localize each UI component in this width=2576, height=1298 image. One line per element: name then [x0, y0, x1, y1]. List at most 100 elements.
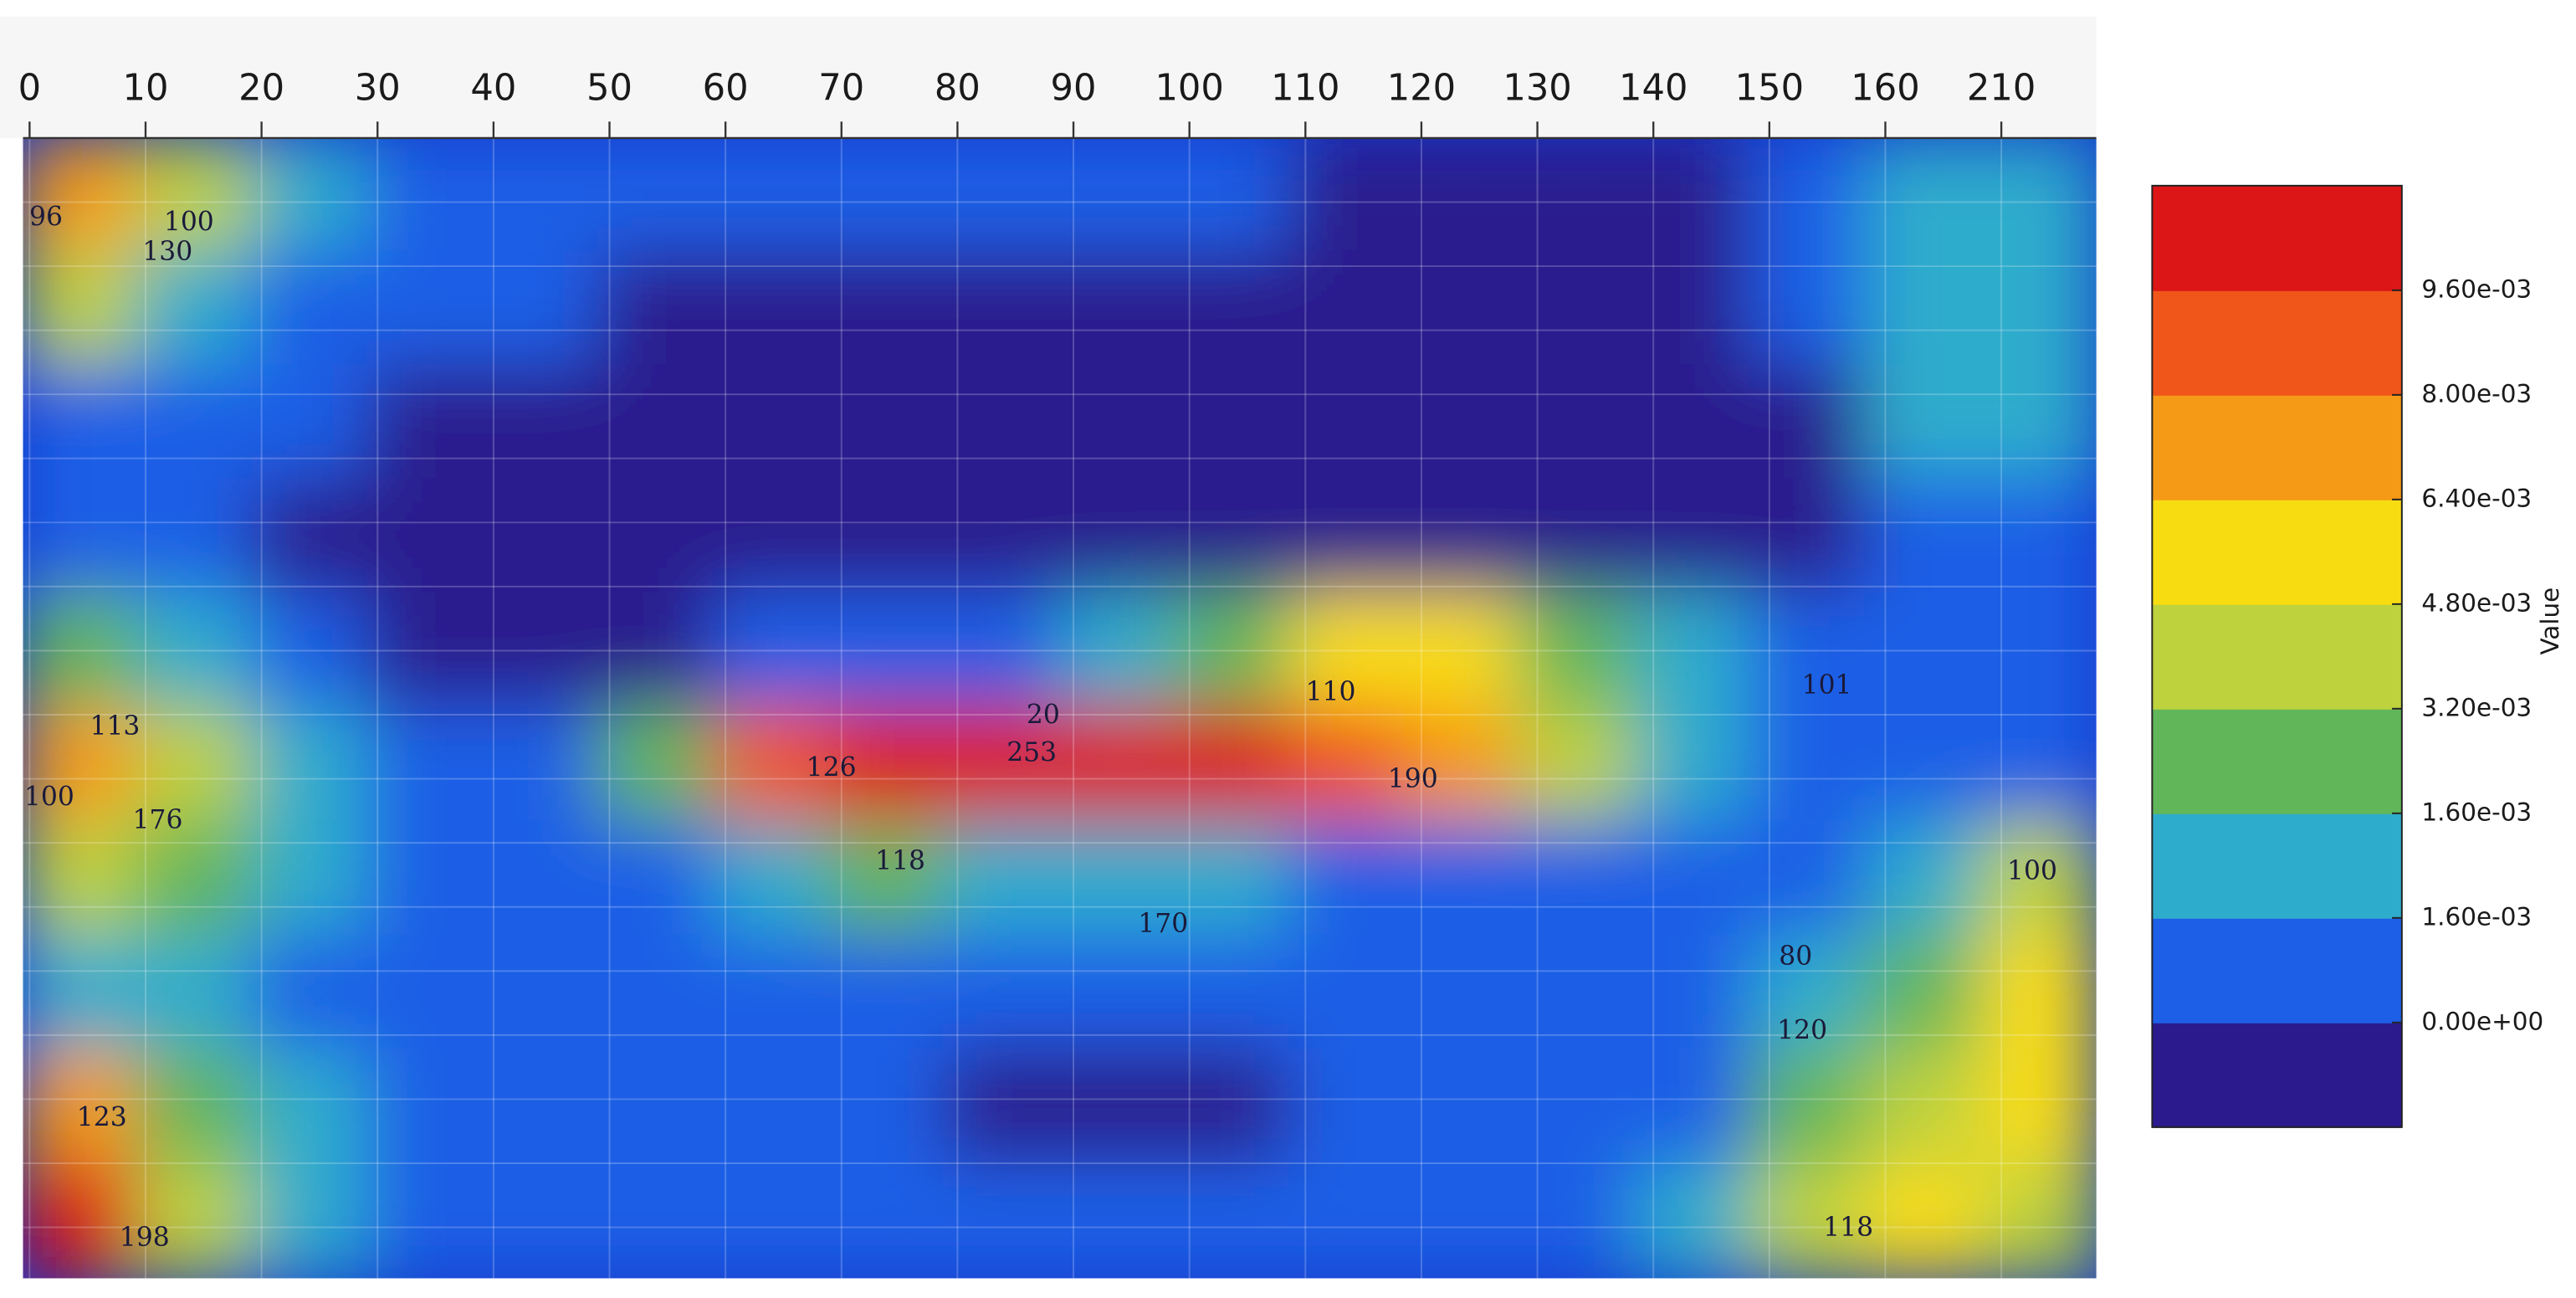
field-cell [1979, 820, 2097, 938]
colorbar-tick-label: 1.60e-03 [2421, 902, 2532, 931]
field-cell [482, 592, 601, 711]
x-tick-label: 110 [1271, 67, 1339, 109]
field-cell [1749, 1048, 1868, 1167]
field-cell [1058, 250, 1177, 368]
field-cell [942, 137, 1062, 254]
x-tick-label: 140 [1619, 67, 1687, 109]
field-cell [1288, 1162, 1407, 1279]
colorbar-band [2152, 394, 2402, 500]
field-cell [942, 250, 1062, 368]
field-cell [1058, 706, 1177, 824]
field-cell [827, 250, 946, 368]
colorbar-tick-label: 4.80e-03 [2421, 588, 2532, 617]
field-cell [136, 137, 255, 254]
field-cell [251, 592, 371, 711]
field-cell [827, 1048, 946, 1167]
field-cell [1058, 934, 1177, 1052]
colorbar-tick-label: 8.00e-03 [2421, 379, 2532, 408]
field-cell [1288, 934, 1407, 1052]
field-cell [1518, 1162, 1637, 1279]
contour-label: 176 [133, 805, 183, 835]
field-cell [1403, 820, 1523, 938]
x-tick-label: 210 [1967, 67, 2036, 109]
field-cell [366, 934, 486, 1052]
field-cell [1403, 592, 1523, 711]
field-cell [1979, 250, 2097, 368]
field-cell [1633, 706, 1753, 824]
colorbar-tick-label: 3.20e-03 [2421, 693, 2532, 721]
field-cell [1403, 934, 1523, 1052]
field-cell [1864, 706, 1983, 824]
contour-label: 110 [1306, 677, 1356, 707]
field-cell [482, 137, 601, 254]
field-cell [597, 934, 716, 1052]
colorbar-band [2152, 1022, 2402, 1128]
field-cell [1864, 250, 1983, 368]
field-cell [482, 1162, 601, 1279]
field-cell [366, 1162, 486, 1279]
field-cell [597, 478, 716, 596]
field-cell [1979, 1162, 2097, 1279]
field-cell [827, 137, 946, 254]
field-cell [1979, 592, 2097, 711]
field-cell [366, 1048, 486, 1167]
field-cell [712, 478, 832, 596]
field-cell [136, 250, 255, 368]
field-cell [712, 706, 832, 824]
field-cell [482, 364, 601, 482]
field-cells [23, 137, 2097, 1279]
field-cell [1518, 820, 1637, 938]
field-cell [1058, 1162, 1177, 1279]
field-cell [1173, 137, 1292, 254]
colorbar-band [2152, 813, 2402, 919]
field-cell [23, 706, 141, 824]
overlay: 0 10 20 30 40 50 60 70 80 90 100 110 120 130 140 150 160… [18, 67, 2543, 1279]
field-cell [712, 820, 832, 938]
field-cell [1633, 934, 1753, 1052]
field-cell [1403, 364, 1523, 482]
field-cell [942, 934, 1062, 1052]
field-cell [1864, 478, 1983, 596]
field-cell [1403, 250, 1523, 368]
field-cell [1633, 137, 1753, 254]
contour-label: 118 [1823, 1213, 1873, 1243]
x-tick-label: 80 [935, 67, 981, 109]
field-cell [1979, 934, 2097, 1052]
field-cell [482, 478, 601, 596]
field-cell [366, 592, 486, 711]
field-cell [1633, 1048, 1753, 1167]
field-cell [1173, 250, 1292, 368]
x-tick-label: 70 [818, 67, 864, 109]
field-cell [1633, 592, 1753, 711]
contour-label: 100 [164, 208, 214, 238]
field-cell [942, 1048, 1062, 1167]
field-cell [827, 934, 946, 1052]
colorbar-band [2152, 185, 2402, 291]
field-cell [1173, 478, 1292, 596]
field-cell [1173, 1048, 1292, 1167]
field-cell [712, 364, 832, 482]
colorbar-tick-label: 9.60e-03 [2421, 274, 2532, 303]
field-cell [597, 706, 716, 824]
field-cell [251, 364, 371, 482]
field-cell [942, 820, 1062, 938]
x-tick-label: 160 [1851, 67, 1919, 109]
field-cell [712, 592, 832, 711]
field-cell [827, 1162, 946, 1279]
contour-label: 96 [29, 203, 63, 233]
field-cell [1058, 364, 1177, 482]
field-cell [1173, 592, 1292, 711]
field-cell [1288, 1048, 1407, 1167]
contour-label: 130 [142, 237, 192, 267]
field-cell [712, 1048, 832, 1167]
field-cell [482, 1048, 601, 1167]
field-cell [1403, 478, 1523, 596]
field [23, 137, 2097, 1279]
field-cell [1288, 820, 1407, 938]
colorbar-tick-label: 1.60e-03 [2421, 798, 2532, 826]
x-tick-label: 60 [703, 67, 749, 109]
field-cell [23, 1048, 141, 1167]
contour-label: 253 [1006, 738, 1057, 768]
field-cell [366, 250, 486, 368]
